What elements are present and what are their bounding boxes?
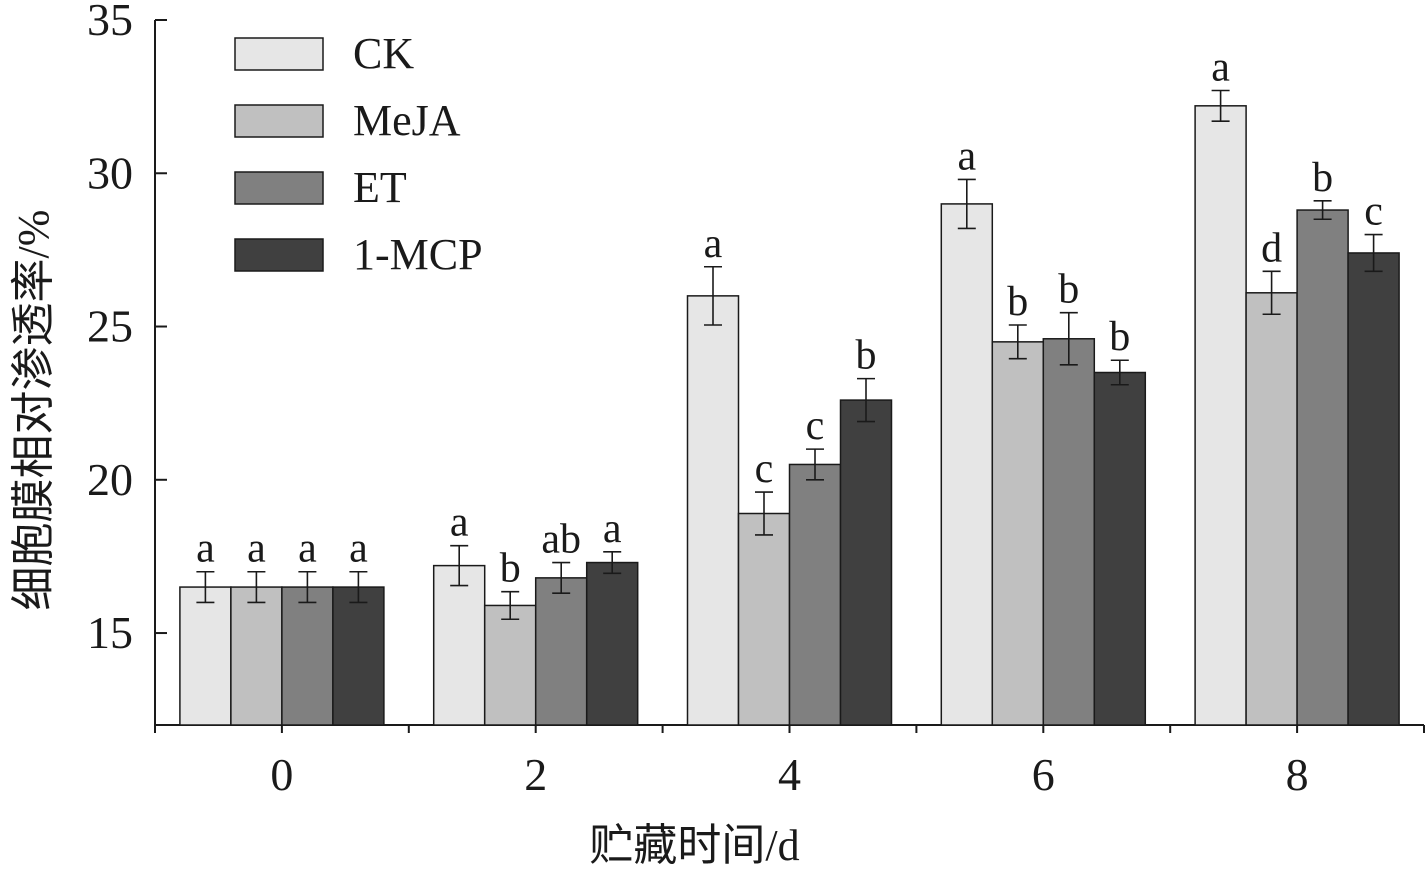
bar — [432, 564, 486, 726]
significance-label: a — [349, 526, 368, 572]
bar — [281, 586, 334, 726]
y-tick-label: 35 — [87, 0, 133, 45]
legend-swatch — [234, 171, 324, 205]
bar — [991, 341, 1045, 726]
significance-label: ab — [541, 517, 581, 563]
significance-label: b — [1109, 314, 1130, 360]
y-axis-title: 细胞膜相对渗透率/% — [9, 210, 58, 611]
significance-label: b — [1007, 279, 1028, 325]
error-bars-group — [196, 89, 1383, 621]
significance-label: b — [1312, 155, 1333, 201]
legend-swatch — [234, 104, 324, 138]
significance-label: a — [298, 526, 317, 572]
significance-label: b — [1058, 267, 1079, 313]
significance-label: a — [957, 133, 976, 179]
legend-swatch — [234, 238, 324, 272]
bar — [737, 512, 791, 726]
bar — [1347, 252, 1400, 726]
significance-label: a — [603, 506, 622, 552]
bar — [483, 604, 537, 726]
legend: CK MeJA ET 1-MCP — [234, 29, 483, 279]
bar — [1296, 209, 1349, 726]
bar — [1093, 371, 1147, 726]
legend-label: MeJA — [353, 96, 461, 145]
y-tick-label: 15 — [87, 607, 133, 658]
significance-label: b — [500, 546, 521, 592]
significance-label: c — [755, 446, 774, 492]
significance-label: a — [1211, 45, 1230, 91]
bar — [788, 463, 842, 726]
bar — [1042, 338, 1096, 726]
x-tick-label: 4 — [778, 749, 801, 800]
significance-label: d — [1261, 225, 1282, 271]
significance-label: c — [1364, 189, 1383, 235]
bar — [940, 203, 994, 726]
significance-label: a — [247, 526, 266, 572]
bar — [585, 561, 639, 726]
legend-label: CK — [353, 29, 414, 78]
bar — [332, 586, 385, 726]
y-tick-label: 30 — [87, 147, 133, 198]
bar — [534, 577, 588, 726]
significance-label: c — [806, 403, 825, 449]
significance-label: b — [856, 333, 877, 379]
bar — [1194, 105, 1247, 726]
bar — [230, 586, 283, 726]
legend-label: ET — [353, 163, 407, 212]
y-tick-label: 25 — [87, 301, 133, 352]
legend-swatch — [234, 37, 324, 71]
significance-label: a — [450, 500, 469, 546]
legend-label: 1-MCP — [353, 230, 483, 279]
x-tick-label: 8 — [1286, 749, 1309, 800]
axes: 15 20 25 30 35 0 2 4 6 8 — [87, 0, 1425, 800]
bar — [1245, 292, 1298, 726]
bar — [839, 399, 893, 726]
bar — [686, 295, 740, 726]
x-tick-label: 0 — [270, 749, 293, 800]
bar — [179, 586, 232, 726]
x-tick-label: 2 — [524, 749, 547, 800]
x-axis-title: 贮藏时间/d — [589, 821, 799, 869]
x-tick-label: 6 — [1032, 749, 1055, 800]
significance-label: a — [704, 221, 723, 267]
y-tick-label: 20 — [87, 454, 133, 505]
significance-label: a — [196, 526, 215, 572]
